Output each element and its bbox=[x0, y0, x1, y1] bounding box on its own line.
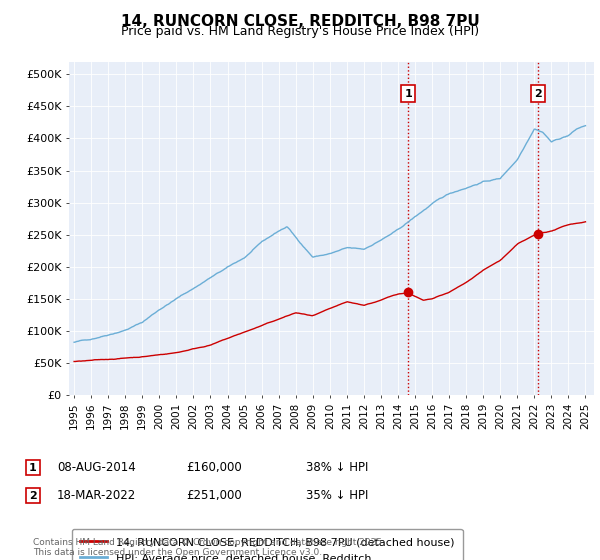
Text: 08-AUG-2014: 08-AUG-2014 bbox=[57, 461, 136, 474]
Text: 38% ↓ HPI: 38% ↓ HPI bbox=[306, 461, 368, 474]
Text: 14, RUNCORN CLOSE, REDDITCH, B98 7PU: 14, RUNCORN CLOSE, REDDITCH, B98 7PU bbox=[121, 14, 479, 29]
Text: £160,000: £160,000 bbox=[186, 461, 242, 474]
Text: £251,000: £251,000 bbox=[186, 489, 242, 502]
Text: 2: 2 bbox=[534, 88, 542, 99]
Text: Contains HM Land Registry data © Crown copyright and database right 2025.
This d: Contains HM Land Registry data © Crown c… bbox=[33, 538, 385, 557]
Text: 2: 2 bbox=[29, 491, 37, 501]
Text: 18-MAR-2022: 18-MAR-2022 bbox=[57, 489, 136, 502]
Text: 1: 1 bbox=[404, 88, 412, 99]
Text: Price paid vs. HM Land Registry's House Price Index (HPI): Price paid vs. HM Land Registry's House … bbox=[121, 25, 479, 38]
Legend: 14, RUNCORN CLOSE, REDDITCH, B98 7PU (detached house), HPI: Average price, detac: 14, RUNCORN CLOSE, REDDITCH, B98 7PU (de… bbox=[72, 529, 463, 560]
Text: 1: 1 bbox=[29, 463, 37, 473]
Text: 35% ↓ HPI: 35% ↓ HPI bbox=[306, 489, 368, 502]
